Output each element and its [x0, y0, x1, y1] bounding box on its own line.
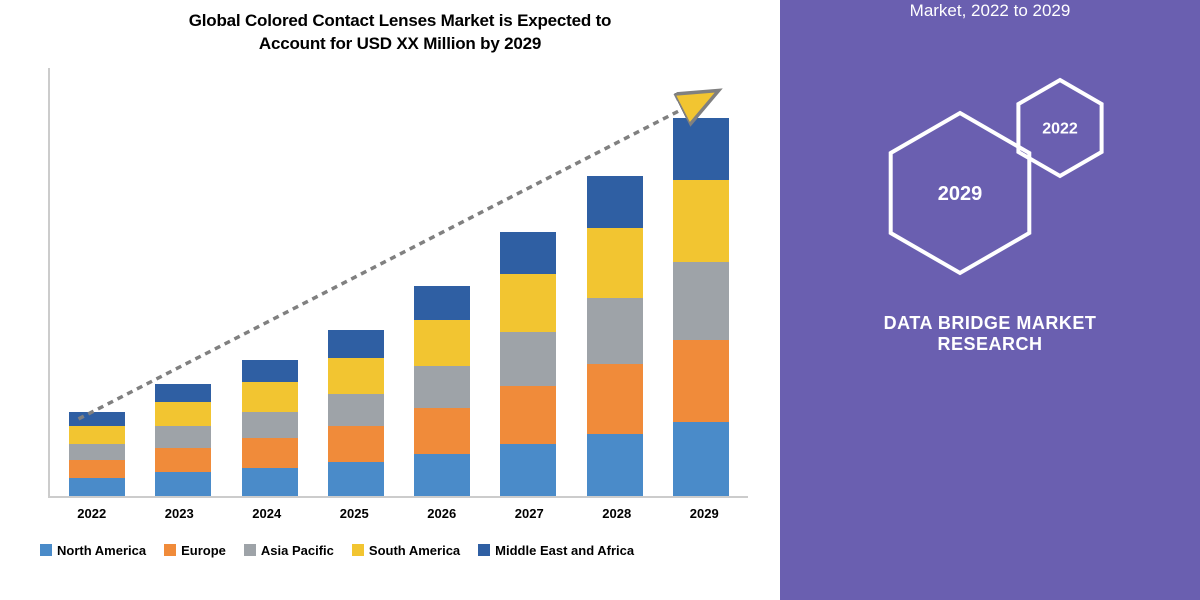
- bar-segment: [587, 434, 643, 496]
- bar-segment: [328, 462, 384, 496]
- x-axis-label: 2022: [64, 506, 120, 521]
- bar-segment: [155, 402, 211, 426]
- bar-segment: [69, 478, 125, 496]
- chart-title: Global Colored Contact Lenses Market is …: [40, 10, 760, 56]
- legend-item: Asia Pacific: [244, 543, 334, 558]
- bar-segment: [69, 444, 125, 460]
- bar-segment: [69, 426, 125, 444]
- legend-label: North America: [57, 543, 146, 558]
- bar-segment: [242, 412, 298, 438]
- bar-segment: [414, 454, 470, 496]
- x-axis-label: 2029: [676, 506, 732, 521]
- chart-plot-area: [48, 68, 748, 498]
- x-axis-label: 2028: [589, 506, 645, 521]
- legend-swatch: [478, 544, 490, 556]
- bar-segment: [500, 386, 556, 444]
- bar-segment: [414, 320, 470, 366]
- bars-container: [50, 68, 748, 496]
- hexagon-label: 2022: [1042, 121, 1078, 138]
- bar-segment: [587, 364, 643, 434]
- bar-segment: [242, 360, 298, 382]
- legend-item: Middle East and Africa: [478, 543, 634, 558]
- x-axis-label: 2025: [326, 506, 382, 521]
- bar-segment: [155, 426, 211, 448]
- bar-column: [500, 232, 556, 496]
- chart-title-line2: Account for USD XX Million by 2029: [259, 34, 541, 53]
- bar-column: [328, 330, 384, 496]
- bar-segment: [414, 366, 470, 408]
- x-axis-label: 2027: [501, 506, 557, 521]
- bar-segment: [500, 274, 556, 332]
- chart-title-line1: Global Colored Contact Lenses Market is …: [189, 11, 611, 30]
- bar-segment: [155, 472, 211, 496]
- legend-swatch: [352, 544, 364, 556]
- legend-item: South America: [352, 543, 460, 558]
- bar-segment: [587, 228, 643, 298]
- bar-segment: [69, 412, 125, 426]
- brand-text: DATA BRIDGE MARKET RESEARCH: [884, 313, 1097, 355]
- bar-segment: [414, 286, 470, 320]
- bar-segment: [328, 394, 384, 426]
- bar-column: [69, 412, 125, 496]
- legend-swatch: [244, 544, 256, 556]
- legend-swatch: [40, 544, 52, 556]
- bar-segment: [328, 330, 384, 358]
- bar-segment: [414, 408, 470, 454]
- legend-label: Middle East and Africa: [495, 543, 634, 558]
- bar-segment: [69, 460, 125, 478]
- legend: North America Europe Asia Pacific South Ame…: [40, 543, 760, 558]
- right-panel-title: Market, 2022 to 2029: [870, 0, 1111, 23]
- bar-column: [414, 286, 470, 496]
- bar-column: [673, 118, 729, 496]
- legend-item: Europe: [164, 543, 226, 558]
- bar-segment: [242, 382, 298, 412]
- bar-segment: [328, 358, 384, 394]
- x-axis-label: 2026: [414, 506, 470, 521]
- bar-segment: [328, 426, 384, 462]
- bar-segment: [242, 468, 298, 496]
- x-axis-label: 2023: [151, 506, 207, 521]
- bar-segment: [155, 384, 211, 402]
- bar-column: [155, 384, 211, 496]
- bar-segment: [673, 180, 729, 262]
- bar-segment: [673, 118, 729, 180]
- bar-column: [587, 176, 643, 496]
- right-panel: Market, 2022 to 2029 2029 2022 DATA BRIDG…: [780, 0, 1200, 600]
- bar-column: [242, 360, 298, 496]
- brand-line1: DATA BRIDGE MARKET: [884, 313, 1097, 333]
- hexagon-svg: 2029 2022: [860, 63, 1120, 283]
- brand-line2: RESEARCH: [937, 334, 1042, 354]
- bar-segment: [242, 438, 298, 468]
- bar-segment: [673, 262, 729, 340]
- bar-segment: [500, 332, 556, 386]
- bar-segment: [673, 422, 729, 496]
- x-axis-label: 2024: [239, 506, 295, 521]
- legend-label: South America: [369, 543, 460, 558]
- legend-item: North America: [40, 543, 146, 558]
- bar-segment: [673, 340, 729, 422]
- chart-panel: Global Colored Contact Lenses Market is …: [0, 0, 780, 600]
- legend-label: Asia Pacific: [261, 543, 334, 558]
- bar-segment: [500, 232, 556, 274]
- x-axis-labels: 2022 2023 2024 2025 2026 2027 2028 2029: [48, 506, 748, 521]
- bar-segment: [155, 448, 211, 472]
- bar-segment: [500, 444, 556, 496]
- legend-swatch: [164, 544, 176, 556]
- hexagon-label: 2029: [938, 183, 983, 205]
- hexagon-graphic: 2029 2022: [860, 63, 1120, 283]
- legend-label: Europe: [181, 543, 226, 558]
- bar-segment: [587, 298, 643, 364]
- bar-segment: [587, 176, 643, 228]
